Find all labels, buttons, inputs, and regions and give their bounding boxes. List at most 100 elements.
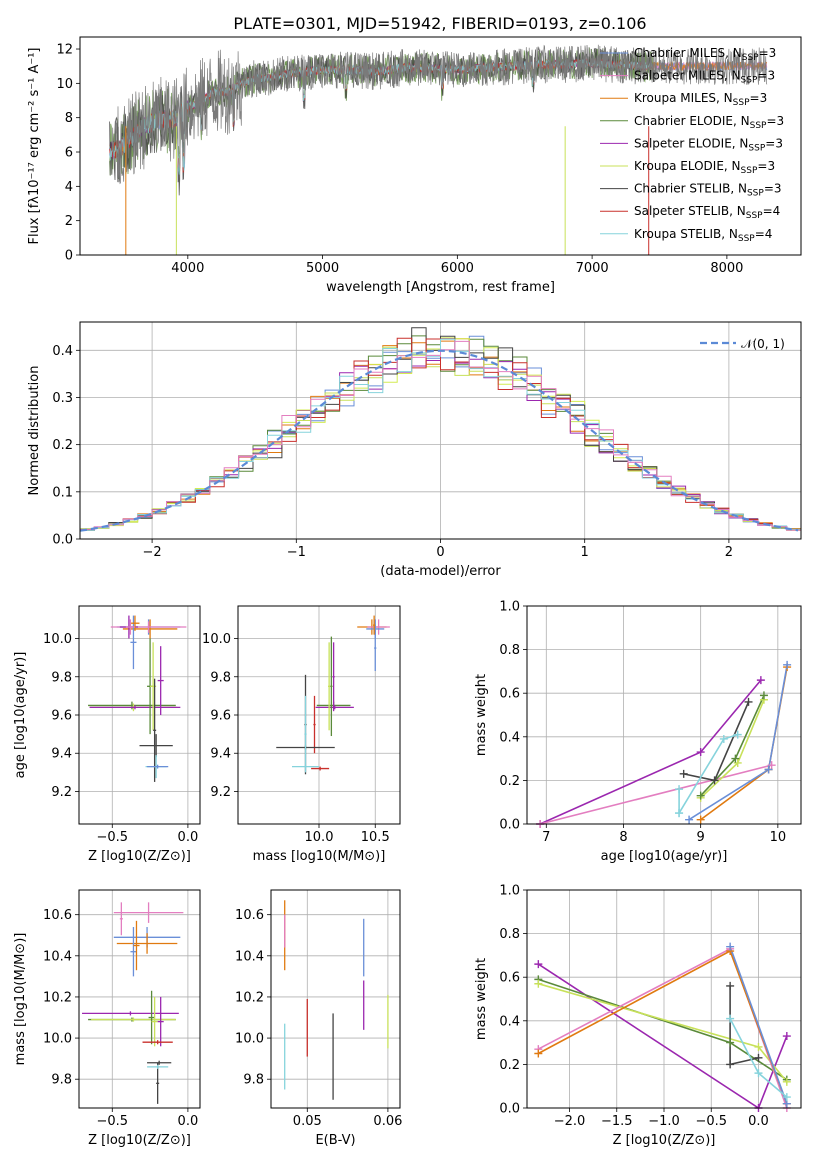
- x-tick-label: 10.5: [361, 830, 390, 845]
- spectrum-panel: 4000 5000 6000 7000 8000 0 2 4 6 8 10 12 Chabrier MI…: [27, 36, 802, 295]
- y-tick-label: 10.2: [43, 990, 72, 1005]
- mass-weight-vs-metallicity-panel: −2.0 −1.5 −1.0 −0.5 0.0 0.0 0.2 0.4 0.6 0.8 1.0 Z […: [474, 884, 802, 1148]
- plus-marker: [696, 791, 705, 800]
- plot-frame: [78, 889, 201, 1109]
- y-tick-label: 9.4: [210, 747, 231, 762]
- y-tick-label: 10.0: [43, 632, 72, 647]
- plus-marker: [754, 1042, 763, 1051]
- plus-marker: [534, 1049, 543, 1058]
- x-tick-label: −1.0: [648, 1114, 680, 1129]
- plus-marker: [696, 748, 705, 757]
- y-tick-label: 10: [56, 77, 73, 92]
- y-tick-label: 9.2: [210, 785, 231, 800]
- mass-vs-metallicity-panel: −0.5 0.0 9.8 10.0 10.2 10.4 10.6 Z [log10(Z/Z⊙)…: [13, 889, 201, 1148]
- y-tick-label: 0: [65, 249, 73, 264]
- x-tick-label: 8: [619, 830, 627, 845]
- legend-entry: Chabrier STELIB, NSSP=3: [634, 182, 782, 199]
- y-tick-label: 0.8: [499, 643, 520, 658]
- plus-marker: [733, 730, 742, 739]
- y-tick-label: 9.8: [210, 670, 231, 685]
- x-tick-label: −0.5: [96, 1114, 128, 1129]
- y-tick-label: 6: [65, 146, 73, 161]
- y-tick-label: 10.0: [43, 1032, 72, 1047]
- plus-marker: [759, 691, 768, 700]
- x-tick-label: 0.05: [293, 1114, 322, 1129]
- weight-series-line: [729, 946, 788, 1104]
- x-axis-label: (data-model)/error: [380, 564, 501, 579]
- legend-entry: Kroupa STELIB, NSSP=4: [634, 227, 772, 244]
- plus-marker: [754, 1053, 763, 1062]
- x-tick-label: 4000: [171, 261, 204, 276]
- weight-series-line: [683, 701, 750, 782]
- plus-marker: [731, 754, 740, 763]
- normal-reference-curve: [80, 349, 799, 532]
- plot-frame: [526, 605, 802, 825]
- histogram-step-line: [80, 338, 801, 531]
- x-axis-label: Z [log10(Z/Z⊙)]: [88, 1133, 191, 1148]
- mass-weight-vs-age-panel: 7 8 9 10 0.0 0.2 0.4 0.6 0.8 1.0 age [log10(age/yr…: [474, 600, 802, 864]
- y-tick-label: 1.0: [499, 884, 520, 899]
- y-tick-label: 12: [56, 43, 73, 58]
- y-tick-label: 9.8: [51, 1073, 72, 1088]
- x-tick-label: −2: [143, 545, 162, 560]
- plus-marker: [744, 697, 753, 706]
- x-tick-label: 0.0: [178, 830, 199, 845]
- plus-marker: [733, 758, 742, 767]
- plus-marker: [754, 1069, 763, 1078]
- y-tick-label: 9.4: [51, 747, 72, 762]
- plot-frame: [237, 605, 401, 825]
- x-tick-label: 2: [725, 545, 733, 560]
- x-tick-label: 10.0: [305, 830, 334, 845]
- plus-marker: [764, 765, 773, 774]
- plus-marker: [534, 979, 543, 988]
- x-tick-label: −1.5: [601, 1114, 633, 1129]
- plus-marker: [675, 809, 684, 818]
- weight-series-line: [537, 963, 788, 1108]
- y-tick-label: 0.0: [499, 1102, 520, 1117]
- plot-area: [284, 900, 389, 1100]
- x-tick-label: 10: [770, 830, 787, 845]
- y-axis-label: mass [log10(M/M⊙)]: [13, 933, 28, 1066]
- plus-marker: [685, 815, 694, 824]
- x-tick-label: 0.0: [178, 1114, 199, 1129]
- y-tick-label: 0.2: [499, 774, 520, 789]
- plus-marker: [782, 1032, 791, 1041]
- y-tick-label: 0.4: [499, 730, 520, 745]
- plus-marker: [726, 1038, 735, 1047]
- plot-area: [537, 946, 788, 1108]
- y-tick-label: 0.6: [499, 971, 520, 986]
- mass-vs-ebv-panel: 0.05 0.06 9.8 10.0 10.2 10.4 10.6 E(B-V): [235, 889, 402, 1148]
- plus-marker: [679, 769, 688, 778]
- legend-entry: Chabrier MILES, NSSP=3: [634, 46, 776, 63]
- y-tick-label: 0.6: [499, 687, 520, 702]
- x-tick-label: 7: [542, 830, 550, 845]
- y-tick-label: 0.4: [499, 1014, 520, 1029]
- plot-frame: [78, 605, 201, 825]
- figure-title: PLATE=0301, MJD=51942, FIBERID=0193, z=0…: [233, 14, 646, 33]
- plus-marker: [675, 785, 684, 794]
- plus-marker: [767, 761, 776, 770]
- x-axis-label: mass [log10(M/M⊙)]: [253, 849, 386, 864]
- legend-entry: Salpeter STELIB, NSSP=4: [634, 204, 780, 221]
- plus-marker: [710, 776, 719, 785]
- x-tick-label: 8000: [710, 261, 743, 276]
- y-tick-label: 10.6: [43, 908, 72, 923]
- weight-series-line: [539, 679, 762, 824]
- legend-entry: Salpeter MILES, NSSP=3: [634, 69, 775, 86]
- plot-frame: [79, 321, 802, 540]
- y-tick-label: 0.0: [52, 533, 73, 548]
- x-tick-label: 0.06: [373, 1114, 402, 1129]
- plus-marker: [696, 815, 705, 824]
- plot-frame: [526, 889, 802, 1109]
- legend-entry: Kroupa MILES, NSSP=3: [634, 91, 767, 108]
- age-vs-mass-panel: 10.0 10.5 9.2 9.4 9.6 9.8 10.0 mass [log10(M/M⊙…: [202, 605, 401, 864]
- plot-area: [82, 902, 184, 1104]
- y-axis-label: age [log10(age/yr)]: [13, 652, 28, 779]
- y-tick-label: 0.1: [52, 485, 73, 500]
- y-tick-label: 10.0: [202, 632, 231, 647]
- plot-area: [80, 327, 801, 532]
- y-tick-label: 0.8: [499, 927, 520, 942]
- plot-area: [109, 44, 768, 255]
- x-tick-label: −0.5: [96, 830, 128, 845]
